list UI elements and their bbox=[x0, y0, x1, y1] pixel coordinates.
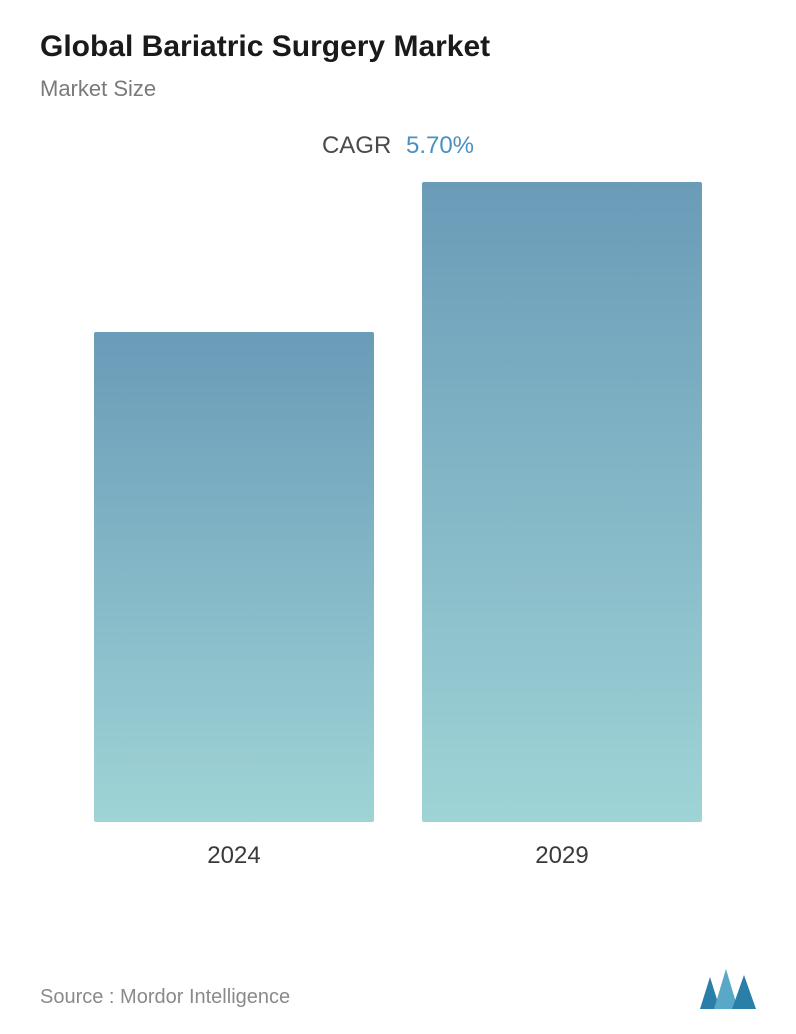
footer: Source : Mordor Intelligence bbox=[40, 969, 756, 1009]
bar-group-1: 2029 bbox=[422, 182, 702, 870]
cagr-label: CAGR bbox=[322, 132, 391, 159]
chart-subtitle: Market Size bbox=[40, 76, 756, 102]
bar-0 bbox=[94, 332, 374, 822]
bar-label-1: 2029 bbox=[535, 842, 588, 870]
brand-logo-icon bbox=[700, 969, 756, 1009]
chart-title: Global Bariatric Surgery Market bbox=[40, 30, 756, 64]
bar-label-0: 2024 bbox=[207, 842, 260, 870]
bar-group-0: 2024 bbox=[94, 332, 374, 870]
cagr-value: 5.70% bbox=[406, 132, 474, 159]
source-text: Source : Mordor Intelligence bbox=[40, 986, 290, 1009]
bar-chart: 2024 2029 bbox=[40, 190, 756, 870]
cagr-row: CAGR 5.70% bbox=[40, 132, 756, 160]
bar-1 bbox=[422, 182, 702, 822]
